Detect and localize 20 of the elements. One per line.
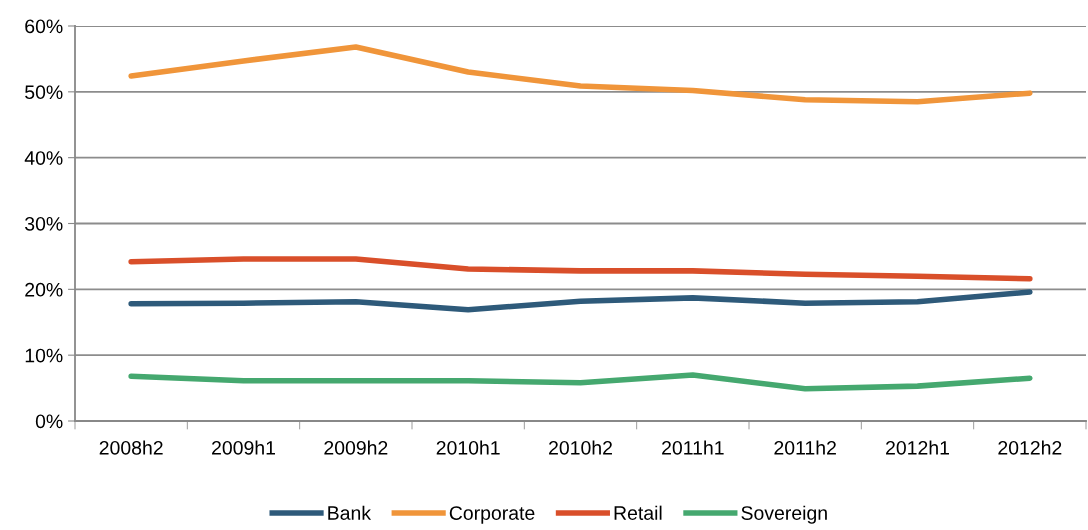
x-tick-label: 2009h1 bbox=[212, 440, 275, 455]
y-tick-label: 40% bbox=[24, 151, 63, 165]
x-tick-label: 2009h2 bbox=[324, 440, 388, 455]
legend-label: Sovereign bbox=[741, 505, 827, 524]
x-tick-label: 2011h2 bbox=[774, 440, 836, 455]
y-tick-label: 20% bbox=[25, 282, 63, 297]
y-tick-label: 0% bbox=[35, 414, 63, 429]
y-tick-label: 30% bbox=[25, 216, 63, 231]
legend-label: Corporate bbox=[449, 506, 535, 524]
legend-label: Retail bbox=[614, 505, 662, 520]
x-tick-label: 2011h1 bbox=[662, 440, 724, 455]
y-tick-label: 50% bbox=[25, 85, 63, 100]
y-tick-label: 10% bbox=[25, 348, 63, 363]
x-tick-label: 2012h1 bbox=[886, 440, 949, 455]
x-tick-label: 2010h1 bbox=[436, 440, 500, 455]
x-tick-label: 2010h2 bbox=[549, 440, 612, 455]
x-tick-label: 2008h2 bbox=[99, 440, 163, 455]
legend-label: Bank bbox=[328, 505, 372, 520]
y-tick-label: 60% bbox=[25, 19, 63, 34]
x-tick-label: 2012h2 bbox=[998, 440, 1062, 455]
